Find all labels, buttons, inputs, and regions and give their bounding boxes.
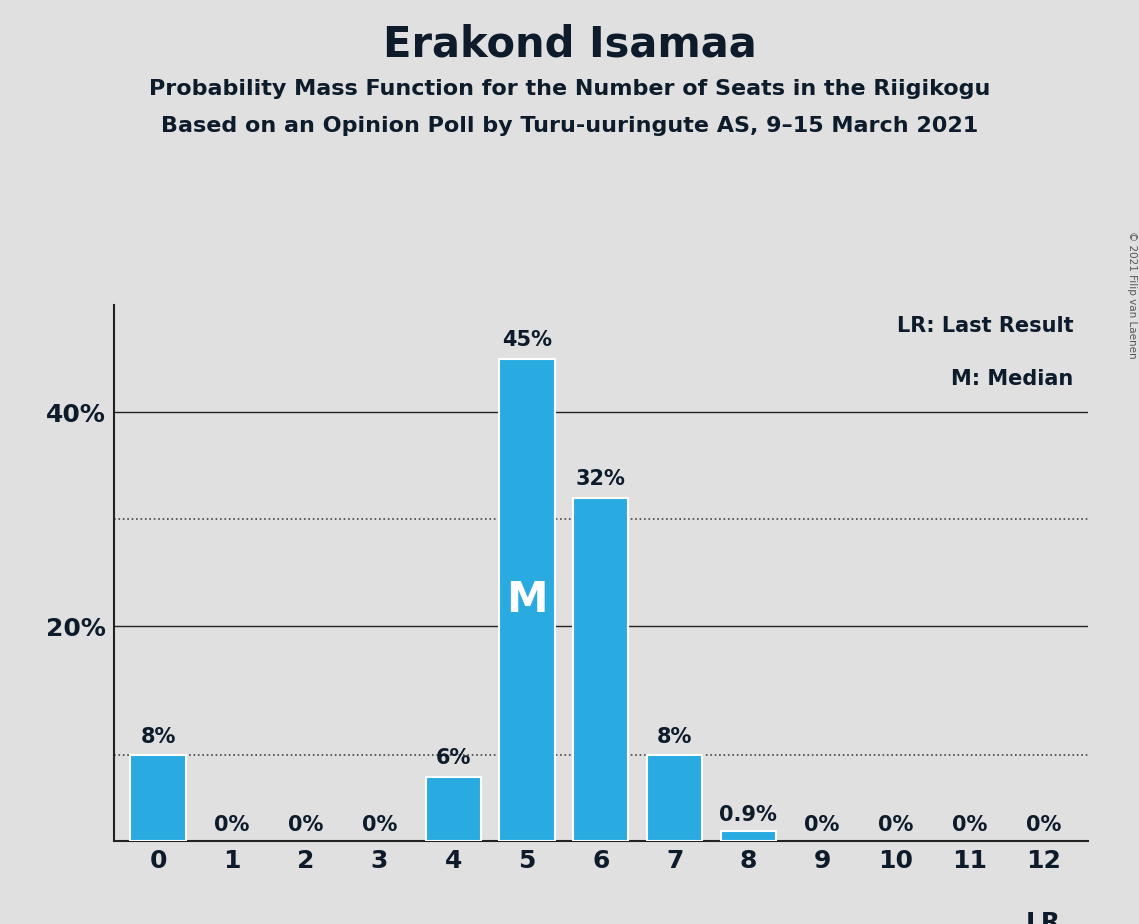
Bar — [131, 755, 186, 841]
Text: M: M — [507, 578, 548, 621]
Bar — [499, 359, 555, 841]
Bar — [499, 359, 555, 841]
Bar — [721, 832, 776, 841]
Bar — [426, 776, 481, 841]
Text: LR: Last Result: LR: Last Result — [896, 316, 1073, 335]
Text: 8%: 8% — [657, 726, 693, 747]
Bar — [131, 755, 186, 841]
Text: M: Median: M: Median — [951, 370, 1073, 389]
Text: © 2021 Filip van Laenen: © 2021 Filip van Laenen — [1126, 231, 1137, 359]
Text: 0%: 0% — [362, 816, 398, 835]
Bar — [647, 755, 703, 841]
Text: Based on an Opinion Poll by Turu-uuringute AS, 9–15 March 2021: Based on an Opinion Poll by Turu-uuringu… — [161, 116, 978, 136]
Text: 0%: 0% — [288, 816, 323, 835]
Bar — [573, 498, 629, 841]
Text: 0%: 0% — [804, 816, 839, 835]
Text: 6%: 6% — [435, 748, 470, 768]
Text: 0%: 0% — [878, 816, 913, 835]
Text: LR: LR — [1026, 910, 1062, 924]
Text: 8%: 8% — [140, 726, 175, 747]
Text: Probability Mass Function for the Number of Seats in the Riigikogu: Probability Mass Function for the Number… — [149, 79, 990, 99]
Text: 0%: 0% — [952, 816, 988, 835]
Bar — [721, 832, 776, 841]
Text: 45%: 45% — [502, 330, 552, 350]
Bar — [426, 776, 481, 841]
Text: 32%: 32% — [576, 469, 625, 490]
Text: Erakond Isamaa: Erakond Isamaa — [383, 23, 756, 65]
Text: 0%: 0% — [214, 816, 249, 835]
Text: 0%: 0% — [1026, 816, 1062, 835]
Bar — [573, 498, 629, 841]
Bar — [647, 755, 703, 841]
Text: 0.9%: 0.9% — [720, 805, 777, 825]
